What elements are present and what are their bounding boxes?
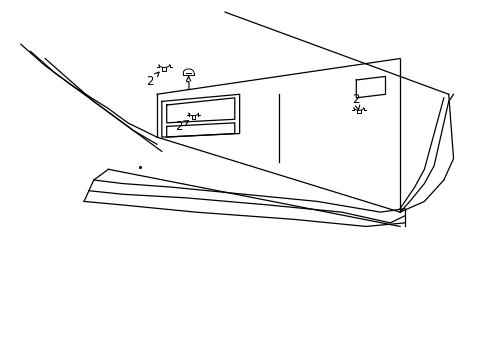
Text: 2: 2	[145, 72, 159, 88]
Text: 2: 2	[352, 93, 359, 110]
Text: 2: 2	[175, 120, 188, 133]
Text: 1: 1	[184, 76, 192, 93]
